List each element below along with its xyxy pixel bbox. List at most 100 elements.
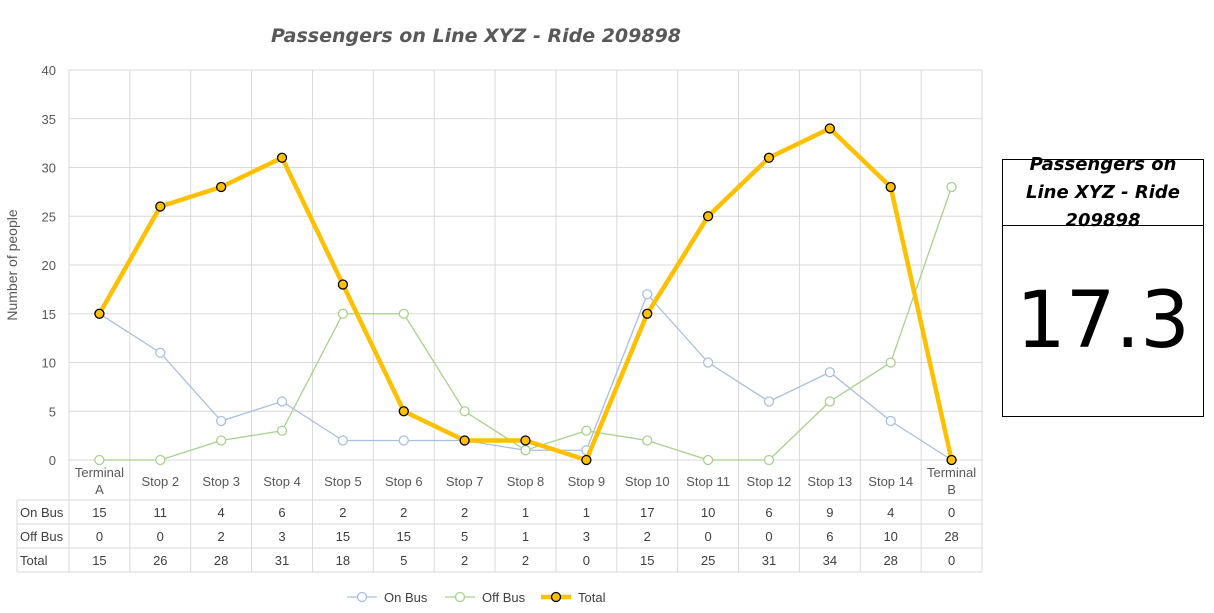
data-point bbox=[520, 445, 531, 456]
table-cell: 15 bbox=[336, 529, 350, 544]
table-cell: 0 bbox=[583, 553, 590, 568]
data-point bbox=[216, 435, 227, 446]
data-point bbox=[216, 181, 227, 193]
y-tick-label: 30 bbox=[42, 161, 56, 176]
table-cell: 0 bbox=[765, 529, 772, 544]
data-point bbox=[337, 435, 349, 446]
series-line bbox=[97, 126, 954, 463]
legend-label: On Bus bbox=[384, 590, 428, 605]
table-cell: 15 bbox=[92, 553, 106, 568]
data-point bbox=[763, 396, 775, 407]
legend: On Bus Off Bus Total bbox=[347, 590, 606, 605]
data-point bbox=[581, 425, 592, 436]
data-point bbox=[155, 201, 166, 212]
table-cell: 28 bbox=[883, 553, 897, 568]
table-cell: 15 bbox=[640, 553, 654, 568]
x-tick-label: Stop 13 bbox=[807, 474, 852, 489]
x-tick-label: Stop 12 bbox=[747, 474, 792, 489]
table-cell: 5 bbox=[400, 553, 407, 568]
y-tick-label: 40 bbox=[42, 63, 56, 78]
data-point bbox=[398, 435, 409, 446]
table-cell: 31 bbox=[275, 553, 289, 568]
legend-marker bbox=[356, 591, 368, 603]
table-cell: 2 bbox=[339, 505, 346, 520]
table-cell: 0 bbox=[948, 505, 955, 520]
table-cell: 10 bbox=[701, 505, 715, 520]
data-point bbox=[94, 454, 105, 466]
table-cell: 2 bbox=[644, 529, 651, 544]
y-tick-label: 20 bbox=[42, 258, 56, 273]
y-tick-label: 0 bbox=[49, 453, 56, 468]
x-tick-label: Stop 3 bbox=[202, 474, 240, 489]
table-cell: 4 bbox=[218, 505, 225, 520]
table-cell: 2 bbox=[400, 505, 407, 520]
data-point bbox=[276, 152, 288, 163]
data-point bbox=[885, 181, 896, 193]
data-point bbox=[642, 435, 653, 446]
data-point bbox=[155, 347, 166, 358]
data-point bbox=[702, 357, 714, 368]
series-line bbox=[99, 293, 952, 461]
x-tick-label: Stop 9 bbox=[568, 474, 606, 489]
table-cell: 34 bbox=[823, 553, 837, 568]
y-tick-label: 35 bbox=[42, 112, 56, 127]
table-cell: 31 bbox=[762, 553, 776, 568]
x-tick-label: Terminal bbox=[75, 465, 124, 480]
data-point bbox=[763, 454, 775, 466]
x-tick-label: Stop 4 bbox=[263, 474, 301, 489]
data-point bbox=[642, 308, 653, 319]
data-point bbox=[885, 357, 896, 368]
table-cell: 11 bbox=[154, 505, 168, 520]
y-tick-label: 5 bbox=[49, 404, 56, 419]
x-tick-label: Stop 11 bbox=[686, 474, 730, 489]
y-axis-label: Number of people bbox=[4, 209, 20, 321]
data-point bbox=[946, 454, 957, 466]
data-point bbox=[642, 289, 653, 300]
data-point bbox=[824, 396, 835, 407]
x-tick-label: Terminal bbox=[927, 465, 976, 480]
legend-label: Total bbox=[578, 590, 606, 605]
table-cell: 0 bbox=[157, 529, 164, 544]
data-table: Terminal A Stop 2 Stop 3 Stop 4 Stop 5 Stop 6 S… bbox=[16, 465, 982, 573]
table-cell: 2 bbox=[461, 553, 468, 568]
data-point bbox=[763, 152, 775, 163]
table-cell: 0 bbox=[96, 529, 103, 544]
data-point bbox=[824, 367, 835, 378]
table-cell: 18 bbox=[336, 553, 350, 568]
y-axis-ticks: 0 5 10 15 20 25 30 35 40 bbox=[42, 63, 56, 468]
table-cell: 26 bbox=[153, 553, 167, 568]
kpi-value: 17.3 bbox=[1016, 276, 1190, 366]
table-cell: 15 bbox=[92, 505, 106, 520]
data-point bbox=[946, 181, 957, 193]
chart-title: Passengers on Line XYZ - Ride 209898 bbox=[271, 25, 681, 47]
table-row-label: On Bus bbox=[20, 505, 64, 520]
table-cell: 3 bbox=[278, 529, 285, 544]
x-tick-label: Stop 10 bbox=[625, 474, 670, 489]
table-cell: 28 bbox=[944, 529, 958, 544]
data-point bbox=[520, 435, 531, 446]
data-point bbox=[398, 406, 409, 417]
y-tick-label: 25 bbox=[42, 209, 56, 224]
table-cell: 5 bbox=[461, 529, 468, 544]
table-cell: 0 bbox=[948, 553, 955, 568]
data-point bbox=[702, 211, 714, 222]
x-tick-label: Stop 8 bbox=[507, 474, 545, 489]
grid bbox=[68, 69, 983, 572]
x-tick-label: Stop 7 bbox=[446, 474, 484, 489]
table-cell: 4 bbox=[887, 505, 894, 520]
table-cell: 0 bbox=[704, 529, 711, 544]
data-point bbox=[276, 425, 288, 436]
table-cell: 2 bbox=[461, 505, 468, 520]
x-tick-label: Stop 2 bbox=[142, 474, 180, 489]
data-point bbox=[337, 308, 349, 319]
x-tick-label: A bbox=[95, 482, 104, 497]
data-point bbox=[824, 123, 835, 134]
table-cell: 6 bbox=[278, 505, 285, 520]
table-cell: 6 bbox=[826, 529, 833, 544]
data-point bbox=[885, 415, 896, 427]
x-tick-label: Stop 5 bbox=[324, 474, 362, 489]
x-tick-label: Stop 6 bbox=[385, 474, 423, 489]
table-cell: 3 bbox=[583, 529, 590, 544]
table-cell: 15 bbox=[397, 529, 411, 544]
